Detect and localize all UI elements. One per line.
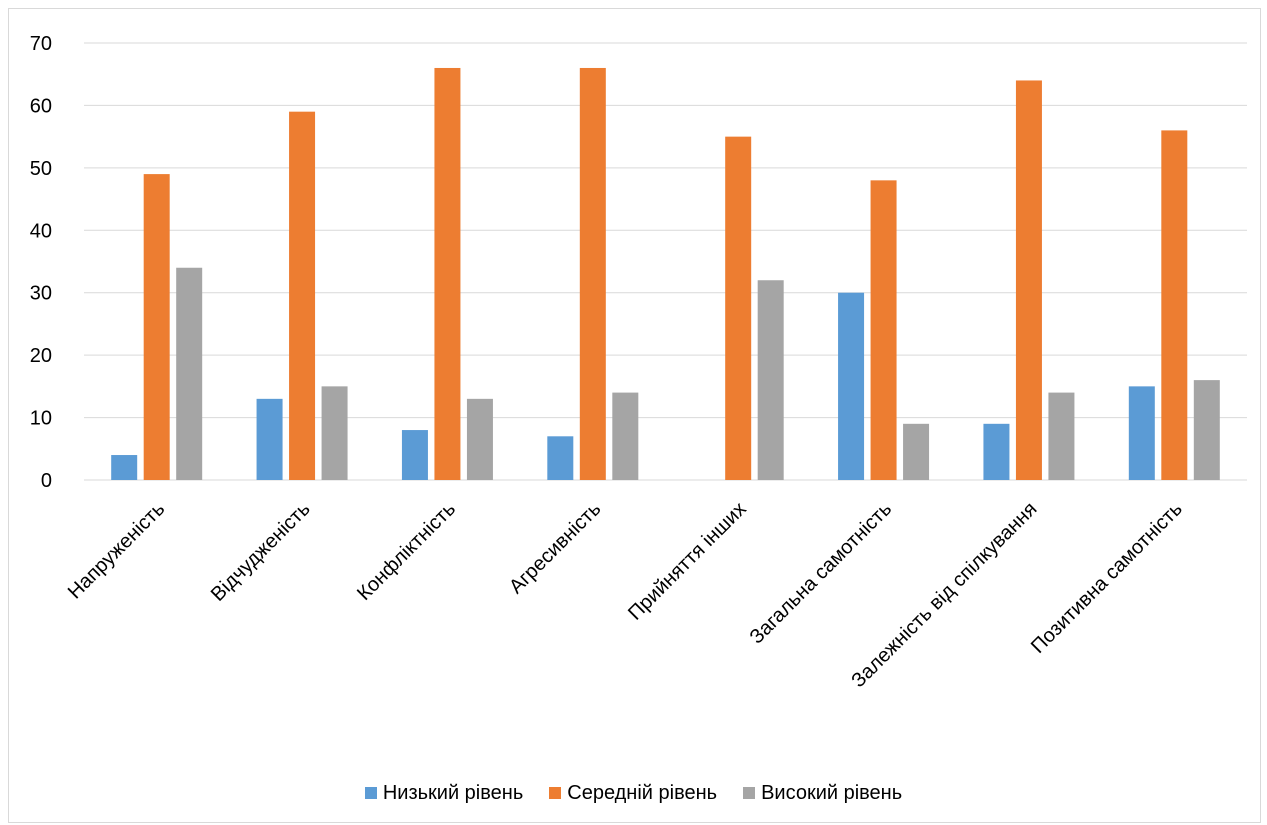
legend: Низький рівень Середній рівень Високий р… [0, 775, 1267, 811]
y-tick-label: 20 [30, 345, 52, 367]
bar-low [1128, 386, 1155, 480]
bar-high [466, 398, 493, 480]
y-tick-label: 0 [41, 470, 52, 492]
x-category-label: Агресивність [505, 498, 605, 598]
legend-item-medium: Середній рівень [549, 782, 717, 805]
bar-medium [289, 111, 316, 481]
bar-low [838, 292, 865, 480]
bar-high [1193, 380, 1220, 480]
bar-medium [1015, 80, 1042, 480]
bar-chart: 0 10 20 30 40 50 60 70 Напруженість Відчудженіст… [30, 33, 1247, 692]
bar-medium [143, 174, 170, 480]
legend-item-high: Високий рівень [743, 782, 902, 805]
bar-medium [725, 136, 752, 480]
y-tick-label: 30 [30, 283, 52, 305]
legend-item-low: Низький рівень [364, 781, 524, 805]
bar-high [903, 423, 930, 480]
bar-high [176, 267, 203, 480]
y-axis: 0 10 20 30 40 50 60 70 [30, 33, 52, 492]
y-tick-label: 50 [30, 158, 52, 180]
legend-label-medium: Середній рівень [567, 781, 718, 804]
bar-low [401, 430, 428, 480]
x-category-label: Загальна самотність [746, 498, 896, 648]
bars [111, 67, 1220, 481]
legend-label-low: Низький рівень [382, 781, 524, 804]
bar-low [111, 455, 138, 480]
bar-low [983, 423, 1010, 480]
x-category-label: Відчудженість [207, 498, 315, 606]
y-tick-label: 60 [30, 95, 52, 117]
bar-medium [434, 67, 461, 480]
bar-medium [1161, 130, 1188, 480]
bar-low [547, 436, 574, 480]
legend-swatch-medium [549, 787, 562, 799]
y-tick-label: 40 [30, 220, 52, 242]
legend-label-high: Високий рівень [761, 781, 903, 804]
bar-high [612, 392, 639, 480]
x-category-label: Конфліктність [353, 498, 460, 605]
x-category-label: Прийняття інших [624, 498, 751, 625]
x-axis: Напруженість Відчудженість Конфліктність Аг… [64, 498, 1187, 692]
bar-high [321, 386, 348, 480]
y-tick-label: 70 [30, 33, 52, 55]
bar-low [256, 398, 283, 480]
legend-swatch-high [743, 787, 756, 799]
x-category-label: Позитивна самотність [1027, 498, 1187, 658]
bar-medium [579, 67, 606, 480]
bar-high [757, 280, 784, 480]
bar-high [1048, 392, 1075, 480]
bar-medium [870, 180, 897, 481]
x-category-label: Напруженість [64, 498, 169, 603]
legend-swatch-low [364, 787, 377, 799]
y-tick-label: 10 [30, 408, 52, 430]
